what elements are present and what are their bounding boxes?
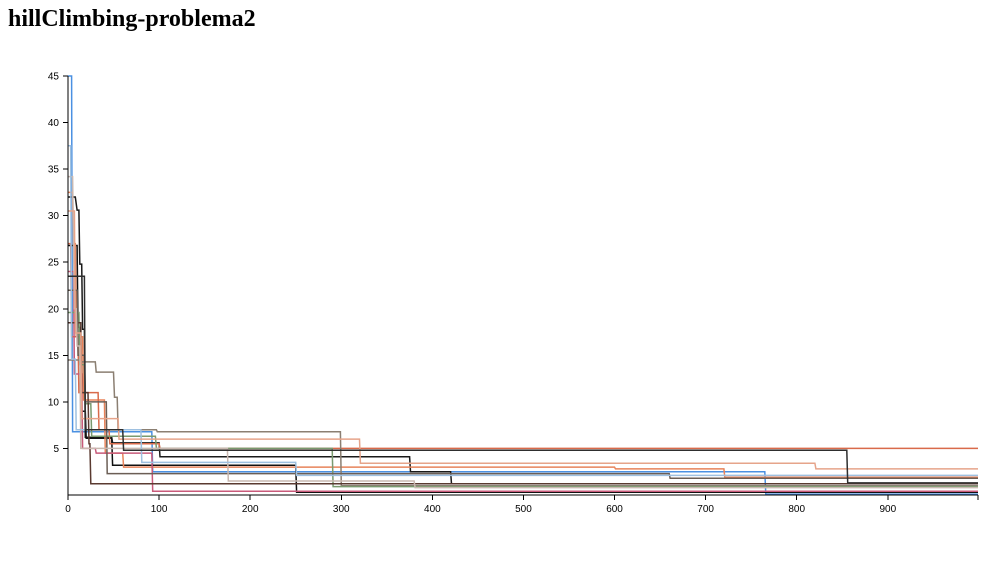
series-line-5 bbox=[68, 242, 978, 450]
y-tick-label: 30 bbox=[48, 211, 60, 222]
series-line-12 bbox=[68, 145, 978, 477]
x-tick-label: 700 bbox=[697, 504, 714, 515]
y-tick-label: 40 bbox=[48, 118, 60, 129]
series-layer bbox=[68, 75, 978, 495]
series-line-9 bbox=[68, 321, 978, 485]
chart-title: hillClimbing-problema2 bbox=[8, 6, 256, 32]
x-tick-label: 500 bbox=[515, 504, 532, 515]
series-line-6 bbox=[68, 270, 978, 493]
y-tick-label: 10 bbox=[48, 397, 60, 408]
x-tick-label: 800 bbox=[788, 504, 805, 515]
y-tick-label: 20 bbox=[48, 304, 60, 315]
series-line-14 bbox=[68, 275, 978, 484]
x-tick-label: 200 bbox=[242, 504, 259, 515]
y-tick-label: 5 bbox=[53, 444, 59, 455]
x-tick-label: 400 bbox=[424, 504, 441, 515]
y-tick-label: 15 bbox=[48, 351, 60, 362]
series-line-3 bbox=[68, 244, 978, 493]
series-line-2 bbox=[68, 196, 978, 485]
x-tick-label: 100 bbox=[151, 504, 168, 515]
series-line-1 bbox=[68, 75, 978, 495]
y-tick-label: 45 bbox=[48, 72, 60, 83]
y-tick-label: 25 bbox=[48, 258, 60, 269]
series-line-13 bbox=[68, 210, 978, 470]
x-tick-label: 900 bbox=[879, 504, 896, 515]
series-line-11 bbox=[68, 175, 978, 489]
series-line-4 bbox=[68, 191, 978, 479]
y-tick-label: 35 bbox=[48, 165, 60, 176]
series-line-8 bbox=[68, 311, 978, 488]
x-tick-label: 600 bbox=[606, 504, 623, 515]
x-tick-label: 300 bbox=[333, 504, 350, 515]
ticks-layer: 0 100 200 300 400 500 600 700 800 900 5 10 15 20 25 30 3… bbox=[48, 72, 979, 515]
x-tick-label: 0 bbox=[65, 504, 71, 515]
